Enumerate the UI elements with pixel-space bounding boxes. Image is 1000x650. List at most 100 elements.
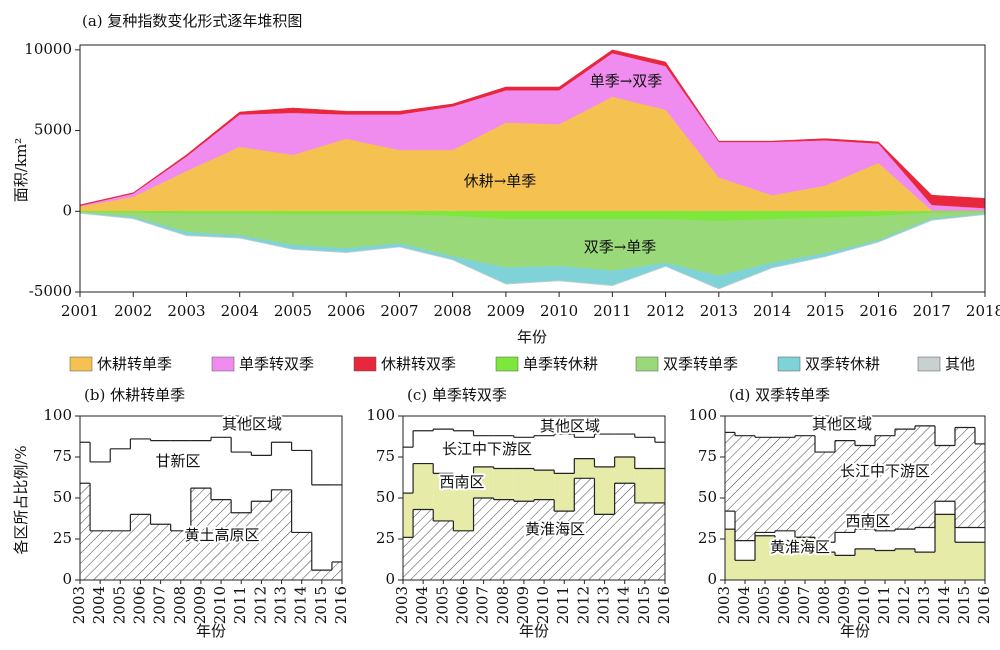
step-segment	[594, 514, 615, 580]
step-segment	[725, 529, 735, 580]
step-segment	[403, 537, 414, 580]
x-tick-label: 2015	[635, 586, 653, 624]
legend-swatch	[777, 356, 801, 372]
step-segment	[554, 511, 575, 580]
chart-title: (d) 双季转单季	[729, 386, 830, 404]
step-segment	[413, 416, 434, 431]
step-segment	[311, 484, 332, 571]
x-tick-label: 2016	[655, 586, 673, 624]
step-segment	[271, 416, 292, 443]
x-tick-label: 2007	[151, 586, 169, 624]
step-segment	[513, 416, 534, 438]
step-segment	[775, 530, 795, 546]
step-segment	[614, 483, 635, 580]
step-segment	[815, 452, 835, 543]
step-segment	[311, 570, 332, 580]
step-segment	[331, 484, 342, 562]
x-tick-label: 2011	[875, 586, 893, 624]
step-segment	[725, 511, 735, 530]
x-tick-label: 2011	[554, 586, 572, 624]
step-segment	[955, 427, 975, 528]
step-segment	[513, 468, 534, 502]
step-segment	[291, 532, 312, 580]
x-tick-label: 2006	[327, 302, 365, 320]
step-segment	[473, 466, 494, 498]
step-segment	[251, 416, 272, 456]
y-tick-label: 25	[698, 529, 717, 547]
step-segment	[150, 440, 171, 525]
step-segment	[895, 416, 915, 430]
y-tick-label: 100	[366, 406, 395, 424]
step-segment	[453, 475, 474, 531]
step-segment	[654, 468, 665, 503]
step-segment	[875, 416, 895, 436]
step-segment	[80, 416, 91, 443]
x-tick-label: 2005	[110, 586, 128, 624]
step-segment	[554, 434, 575, 474]
step-segment	[493, 468, 514, 500]
step-segment	[211, 437, 232, 500]
legend-swatch	[211, 356, 235, 372]
x-tick-label: 2013	[915, 586, 933, 624]
x-axis-label: 年份	[196, 622, 226, 640]
chart-title: (c) 单季转双季	[407, 386, 507, 404]
step-segment	[735, 416, 755, 436]
step-segment	[534, 499, 555, 580]
step-segment	[725, 432, 735, 512]
x-tick-label: 2007	[474, 586, 492, 624]
step-segment	[634, 468, 655, 503]
step-segment	[875, 550, 895, 580]
step-segment	[554, 416, 575, 435]
x-tick-label: 2006	[130, 586, 148, 624]
x-tick-label: 2005	[274, 302, 312, 320]
step-segment	[130, 438, 151, 515]
step-segment	[554, 473, 575, 512]
step-segment	[835, 440, 855, 533]
x-tick-label: 2010	[534, 586, 552, 624]
step-segment	[433, 429, 454, 474]
step-segment	[935, 445, 955, 502]
step-segment	[755, 416, 775, 438]
x-tick-label: 2004	[735, 586, 753, 624]
x-tick-label: 2016	[332, 586, 350, 624]
step-segment	[775, 437, 795, 531]
x-tick-label: 2009	[487, 302, 525, 320]
region-label: 长江中下游区	[840, 462, 930, 480]
y-tick-label: 100	[43, 406, 72, 424]
region-label: 其他区域	[222, 415, 282, 433]
step-segment	[634, 502, 655, 580]
x-tick-label: 2003	[70, 586, 88, 624]
region-label: 西南区	[845, 512, 890, 530]
step-segment	[735, 435, 755, 541]
x-tick-label: 2005	[433, 586, 451, 624]
x-tick-label: 2008	[815, 586, 833, 624]
step-segment	[725, 416, 735, 433]
step-segment	[211, 416, 232, 438]
step-segment	[473, 435, 494, 467]
region-label: 黄淮海区	[525, 520, 585, 538]
step-segment	[453, 430, 474, 476]
plot-frame	[79, 44, 986, 293]
step-segment	[735, 540, 755, 561]
step-segment	[935, 416, 955, 446]
step-segment	[795, 537, 815, 580]
step-segment	[331, 416, 342, 485]
step-segment	[594, 466, 615, 515]
step-segment	[915, 416, 935, 426]
y-tick-label: 0	[707, 570, 717, 588]
step-segment	[403, 493, 414, 538]
x-axis-label: 年份	[517, 328, 547, 346]
annotation: 单季→双季	[590, 72, 663, 90]
x-tick-label: 2018	[966, 302, 1000, 320]
step-segment	[915, 425, 935, 528]
step-segment	[574, 437, 595, 459]
step-segment	[453, 530, 474, 580]
chart-title: (b) 休耕转单季	[84, 386, 185, 404]
x-tick-label: 2008	[434, 302, 472, 320]
step-segment	[935, 514, 955, 580]
y-tick-label: 50	[376, 488, 395, 506]
step-segment	[975, 443, 985, 528]
step-segment	[614, 457, 635, 484]
step-segment	[413, 430, 434, 464]
